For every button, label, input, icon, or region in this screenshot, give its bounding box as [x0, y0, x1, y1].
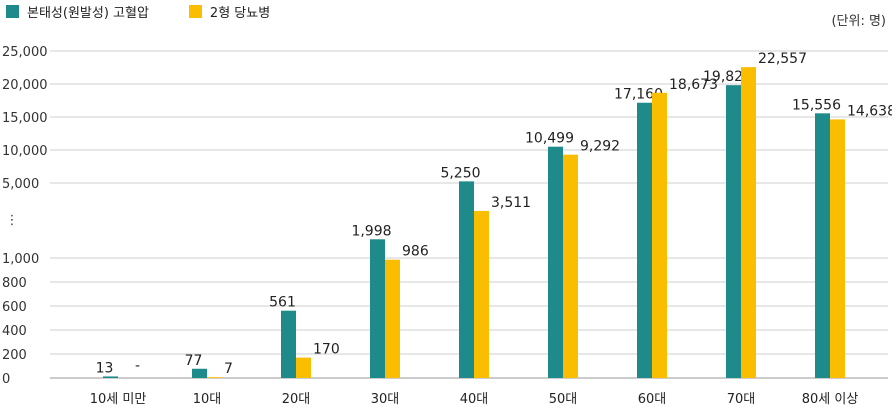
y-tick-label: 1,000	[2, 252, 39, 267]
data-label-diabetes: 986	[402, 244, 429, 260]
bar-diabetes	[385, 259, 400, 378]
y-tick-label: 25,000	[2, 45, 48, 60]
data-label-diabetes: 14,638	[847, 103, 892, 119]
x-tick-label: 30대	[371, 392, 400, 407]
y-axis-break-marker: ⋮	[6, 213, 19, 228]
legend-label-diabetes: 2형 당뇨병	[209, 6, 271, 21]
data-label-diabetes: 170	[313, 342, 340, 358]
bar-hypertension	[370, 239, 385, 378]
legend-swatch-diabetes	[188, 5, 202, 18]
data-label-hypertension: 77	[185, 353, 203, 369]
legend-label-hypertension: 본태성(원발성) 고혈압	[27, 6, 149, 21]
bar-diabetes	[474, 210, 489, 378]
bar-hypertension	[726, 85, 741, 378]
data-label-diabetes: 22,557	[758, 51, 807, 67]
data-label-diabetes: -	[135, 358, 140, 374]
data-label-hypertension: 561	[269, 295, 296, 311]
y-tick-label: 200	[2, 348, 27, 363]
y-tick-label: 15,000	[2, 111, 48, 126]
data-label-hypertension: 13	[96, 360, 114, 376]
bar-diabetes	[741, 67, 756, 378]
bar-diabetes	[296, 357, 311, 378]
data-label-hypertension: 5,250	[440, 165, 480, 181]
x-tick-label: 70대	[727, 392, 756, 407]
data-label-diabetes: 7	[224, 361, 233, 377]
data-label-hypertension: 1,998	[351, 223, 391, 239]
bar-hypertension	[192, 368, 207, 378]
bar-hypertension	[548, 146, 563, 378]
x-tick-label: 40대	[460, 392, 489, 407]
x-tick-label: 80세 이상	[802, 392, 859, 407]
bar-hypertension	[815, 113, 830, 379]
bar-hypertension	[281, 310, 296, 378]
legend-item-hypertension: 본태성(원발성) 고혈압	[6, 2, 149, 21]
legend-item-diabetes: 2형 당뇨병	[188, 2, 271, 21]
legend-swatch-hypertension	[6, 5, 19, 18]
x-tick-label: 50대	[549, 392, 578, 407]
bar-diabetes	[207, 377, 222, 378]
data-label-diabetes: 3,511	[491, 195, 531, 211]
bar-diabetes	[830, 119, 845, 379]
y-tick-label: 600	[2, 300, 27, 315]
y-tick-label: 400	[2, 324, 27, 339]
y-tick-label: 10,000	[2, 144, 48, 159]
y-tick-label: 800	[2, 276, 27, 291]
y-tick-label: 0	[2, 372, 10, 387]
unit-label: (단위: 명)	[831, 14, 886, 29]
x-tick-label: 20대	[282, 392, 311, 407]
data-label-hypertension: 17,160	[614, 87, 663, 103]
data-label-hypertension: 10,499	[525, 131, 574, 147]
data-label-diabetes: 18,673	[669, 77, 718, 93]
data-label-hypertension: 19,822	[703, 69, 752, 85]
bar-diabetes	[652, 92, 667, 378]
bar-diabetes	[563, 154, 578, 378]
y-tick-label: 20,000	[2, 78, 48, 93]
bar-hypertension	[103, 376, 118, 378]
x-tick-label: 10세 미만	[90, 392, 147, 407]
bar-hypertension	[637, 102, 652, 378]
x-tick-label: 10대	[193, 392, 222, 407]
legend: 본태성(원발성) 고혈압 2형 당뇨병	[6, 2, 310, 21]
y-tick-label: 5,000	[2, 177, 39, 192]
x-tick-label: 60대	[638, 392, 667, 407]
data-label-hypertension: 15,556	[792, 97, 841, 113]
bar-hypertension	[459, 181, 474, 378]
data-label-diabetes: 9,292	[580, 139, 620, 155]
